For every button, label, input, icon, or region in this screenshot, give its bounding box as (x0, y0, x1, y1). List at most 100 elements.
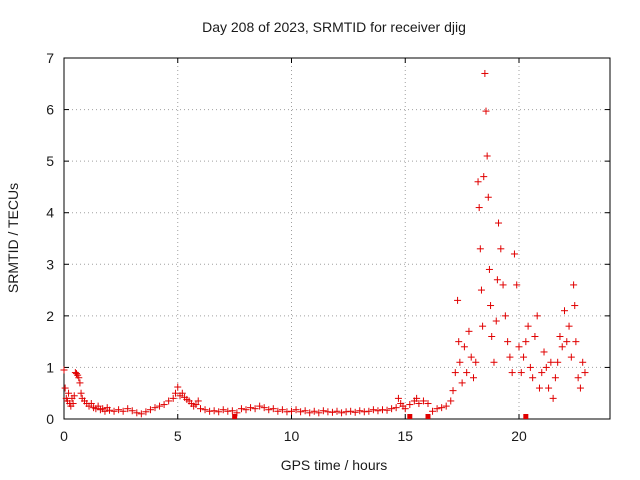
data-point (551, 374, 559, 382)
baseline-marker (523, 414, 529, 419)
data-point (535, 384, 543, 392)
data-point (206, 407, 214, 415)
data-point (413, 394, 421, 402)
chart-title: Day 208 of 2023, SRMTID for receiver dji… (202, 19, 466, 35)
data-point (124, 405, 132, 413)
data-point (549, 394, 557, 402)
data-point (558, 343, 566, 351)
data-point (574, 374, 582, 382)
data-point (224, 407, 232, 415)
data-point (133, 409, 141, 417)
data-point (171, 389, 179, 397)
data-point (156, 402, 164, 410)
data-point (106, 406, 113, 414)
y-tick-label: 6 (46, 102, 54, 118)
data-point (342, 408, 350, 416)
data-point (522, 338, 530, 346)
data-point (73, 370, 81, 378)
data-point (165, 397, 173, 405)
data-point (501, 312, 509, 320)
tick-labels: 0 5 10 15 20 0 1 2 3 4 5 6 7 (46, 50, 527, 444)
x-tick-label: 0 (60, 428, 68, 444)
data-point (482, 107, 490, 115)
data-point (506, 353, 514, 361)
data-point (480, 173, 488, 181)
data-point (115, 406, 123, 414)
data-point (356, 407, 364, 415)
data-point (70, 392, 78, 400)
data-point (579, 358, 587, 366)
data-point (76, 379, 84, 387)
data-point (465, 327, 473, 335)
data-point (297, 408, 305, 416)
data-point (197, 405, 204, 413)
y-axis-label: SRMTID / TECUs (5, 183, 21, 293)
data-point (454, 296, 462, 304)
y-tick-label: 3 (46, 256, 54, 272)
data-point (510, 250, 518, 258)
data-point (504, 338, 512, 346)
data-point (324, 408, 332, 416)
data-point (75, 374, 83, 382)
data-point (475, 204, 483, 212)
data-point (219, 406, 227, 414)
y-tick-label: 1 (46, 359, 54, 375)
data-point (178, 389, 186, 397)
data-point (77, 389, 85, 397)
data-point (388, 405, 396, 413)
data-point (497, 245, 505, 253)
x-axis-label: GPS time / hours (281, 457, 388, 473)
data-point (571, 302, 579, 310)
data-point (556, 332, 564, 340)
data-point (515, 343, 523, 351)
x-tick-label: 15 (397, 428, 413, 444)
data-point (406, 401, 414, 409)
data-point (540, 348, 548, 356)
data-point (429, 407, 437, 415)
data-point (547, 358, 555, 366)
data-point (458, 379, 466, 387)
x-tick-label: 20 (511, 428, 527, 444)
y-tick-label: 2 (46, 308, 54, 324)
data-point (247, 404, 255, 412)
data-point (301, 407, 309, 415)
data-point (449, 387, 457, 395)
y-tick-label: 0 (46, 411, 54, 427)
data-point (477, 286, 485, 294)
data-point (456, 358, 464, 366)
data-point (488, 332, 496, 340)
data-point (533, 312, 541, 320)
data-point (174, 383, 182, 391)
data-point (278, 406, 286, 414)
data-point (481, 69, 489, 77)
y-tick-label: 4 (46, 205, 54, 221)
data-point (581, 369, 589, 377)
data-point (529, 374, 537, 382)
data-point (455, 338, 463, 346)
data-point (484, 193, 492, 201)
data-point (545, 384, 553, 392)
data-point (228, 407, 236, 415)
data-point (351, 408, 359, 416)
data-point (442, 402, 450, 410)
data-point (401, 405, 409, 413)
data-point (369, 406, 377, 414)
data-point (292, 406, 300, 414)
data-point (365, 407, 373, 415)
data-point (576, 384, 584, 392)
data-point (485, 265, 493, 273)
baseline-marker (425, 414, 431, 419)
data-point (447, 397, 455, 405)
data-point (561, 307, 568, 315)
data-point (210, 407, 218, 415)
data-point (419, 397, 427, 405)
data-point (151, 404, 159, 412)
data-point (269, 405, 277, 413)
baseline-marker (232, 414, 238, 419)
x-tick-label: 5 (174, 428, 182, 444)
data-point (101, 407, 109, 415)
data-point (513, 281, 521, 289)
data-point (433, 405, 441, 413)
data-point (310, 407, 318, 415)
data-point (495, 219, 503, 227)
